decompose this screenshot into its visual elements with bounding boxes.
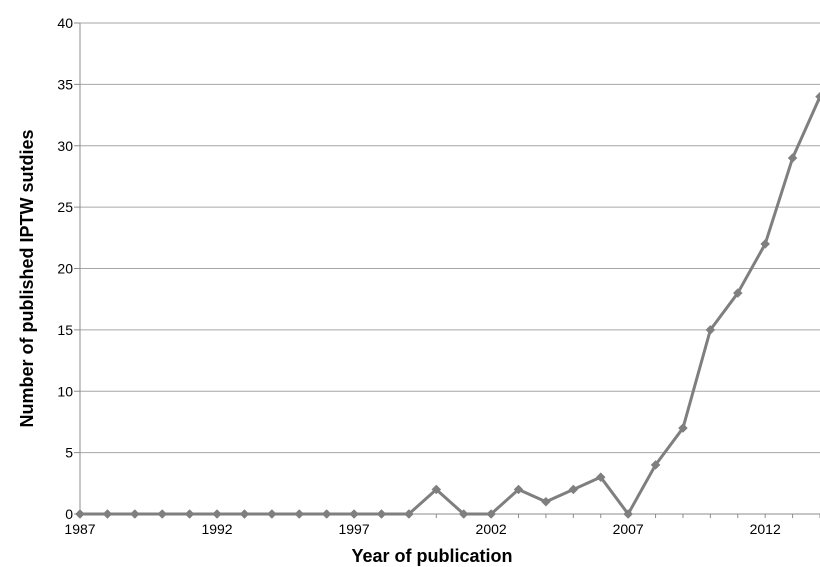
data-point-2009 [678,423,688,433]
x-tick-label-2007: 2007 [613,521,644,537]
x-tick-label-1997: 1997 [338,521,369,537]
data-point-2000 [431,484,442,495]
data-point-2008 [650,460,661,470]
x-tick-label-1987: 1987 [64,521,95,537]
data-point-1993 [239,509,250,519]
data-point-2010 [705,325,716,335]
x-tick-label-2002: 2002 [476,521,507,537]
data-point-1991 [184,509,195,519]
y-tick-label-5: 5 [65,445,73,461]
data-point-1995 [294,509,305,519]
y-tick-label-35: 35 [57,76,73,92]
data-point-1988 [102,509,113,519]
x-tick-label-1992: 1992 [201,521,232,537]
data-point-1996 [321,509,332,519]
data-point-2012 [760,239,771,249]
data-point-1997 [349,509,359,519]
data-point-1990 [157,509,168,519]
data-point-1989 [129,509,140,519]
data-point-2014 [815,91,820,102]
data-point-2003 [513,484,524,495]
y-tick-label-40: 40 [57,15,73,31]
x-axis-ticks: 1987 1992 1997 2002 2007 2012 [64,514,820,537]
y-tick-label-15: 15 [57,322,73,338]
y-tick-label-10: 10 [57,383,73,399]
y-tick-label-0: 0 [65,506,73,522]
data-point-1998 [376,509,387,519]
data-point-1999 [404,509,414,519]
data-point-2011 [732,288,743,298]
gridlines [80,22,820,454]
y-axis-ticks: 0 5 10 15 20 25 30 35 40 [57,15,80,522]
data-point-1994 [266,509,277,519]
data-point-2004 [541,496,551,507]
marker-layer [75,91,820,519]
data-point-2006 [595,472,606,483]
series-line-0 [78,95,820,516]
data-point-1987 [75,509,85,519]
data-point-2005 [568,484,579,495]
y-tick-label-25: 25 [57,199,73,215]
data-point-1992 [212,509,222,519]
data-point-2013 [787,153,798,163]
y-tick-label-20: 20 [57,261,73,277]
y-axis-title: Number of published IPTW sutdies [17,129,37,427]
series-layer [78,95,820,516]
data-point-2001 [458,509,469,519]
data-point-2007 [623,509,634,519]
x-axis-title: Year of publication [351,546,512,566]
x-tick-label-2012: 2012 [750,521,781,537]
y-tick-label-30: 30 [57,138,73,154]
data-point-2002 [486,509,496,519]
